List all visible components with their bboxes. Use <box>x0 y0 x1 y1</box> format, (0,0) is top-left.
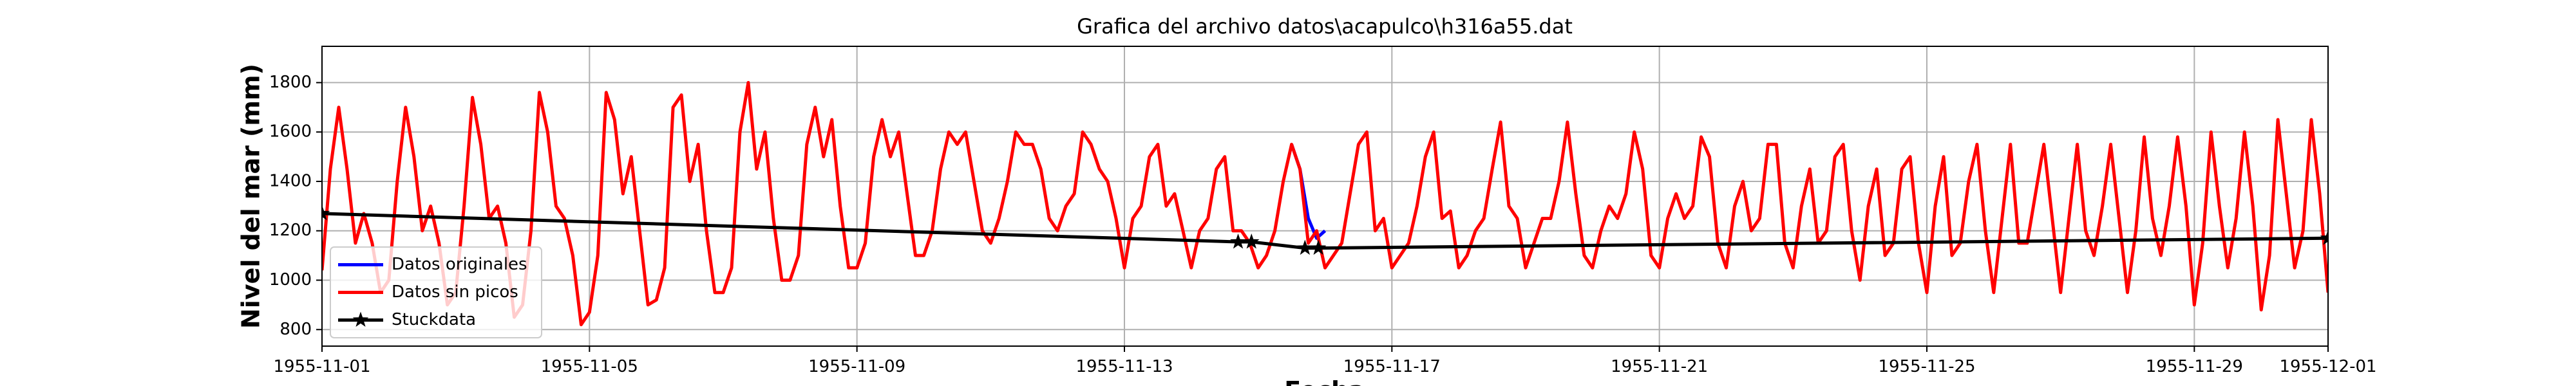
x-tick-label: 1955-11-01 <box>273 357 370 376</box>
x-tick-label: 1955-11-09 <box>808 357 905 376</box>
legend-marker <box>352 311 369 327</box>
plot-area <box>322 80 2328 327</box>
x-tick-label: 1955-11-13 <box>1075 357 1173 376</box>
data-point <box>2320 230 2328 245</box>
x-tick-label: 1955-11-25 <box>1878 357 1975 376</box>
y-tick-label: 1000 <box>269 270 312 290</box>
data-point <box>1230 234 1246 249</box>
data-point <box>1243 234 1260 249</box>
x-tick-label: 1955-11-17 <box>1343 357 1441 376</box>
legend-label: Datos originales <box>392 255 527 274</box>
legend-label: Datos sin picos <box>392 282 518 302</box>
axes-frame <box>321 46 2329 347</box>
data-point <box>322 205 330 221</box>
series-line <box>322 80 2328 327</box>
data-point <box>1310 239 1327 255</box>
y-tick-label: 1800 <box>269 73 312 92</box>
legend-box <box>330 246 542 338</box>
x-tick-label: 1955-11-05 <box>541 357 638 376</box>
data-point <box>1297 239 1313 255</box>
x-tick-label: 1955-12-01 <box>2279 357 2376 376</box>
legend-label: Stuckdata <box>392 310 476 329</box>
chart-title: Grafica del archivo datos\acapulco\h316a… <box>1077 14 1573 39</box>
y-tick-label: 1400 <box>269 171 312 190</box>
y-tick-label: 1600 <box>269 122 312 142</box>
x-tick-label: 1955-11-21 <box>1611 357 1708 376</box>
series-line <box>322 212 2328 250</box>
x-tick-label: 1955-11-29 <box>2146 357 2243 376</box>
x-axis-label: Fecha <box>1284 376 1365 386</box>
y-tick-label: 1200 <box>269 221 312 240</box>
y-tick-label: 800 <box>279 320 312 339</box>
y-axis-label: Nivel del mar (mm) <box>237 64 265 329</box>
